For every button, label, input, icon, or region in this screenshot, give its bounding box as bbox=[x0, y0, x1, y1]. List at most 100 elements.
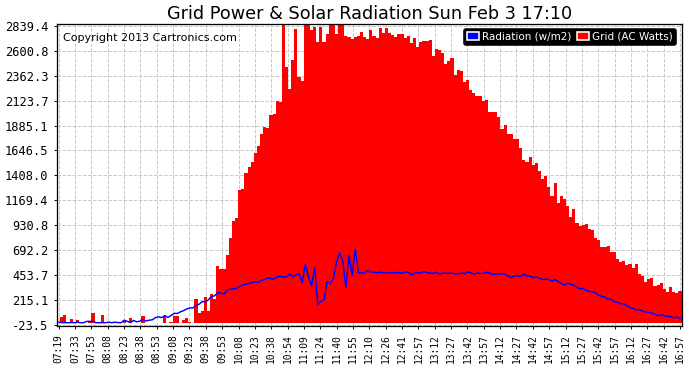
Bar bbox=[400, 34, 404, 323]
Bar bbox=[516, 139, 519, 323]
Bar bbox=[369, 30, 373, 323]
Bar bbox=[70, 319, 72, 323]
Bar bbox=[463, 82, 466, 323]
Bar bbox=[254, 153, 257, 323]
Bar bbox=[373, 36, 375, 323]
Bar bbox=[469, 90, 473, 323]
Bar bbox=[657, 285, 660, 323]
Bar bbox=[375, 38, 379, 323]
Bar bbox=[482, 101, 485, 323]
Bar bbox=[500, 129, 504, 323]
Bar bbox=[104, 322, 107, 323]
Bar bbox=[304, 20, 307, 323]
Legend: Radiation (w/m2), Grid (AC Watts): Radiation (w/m2), Grid (AC Watts) bbox=[464, 29, 676, 45]
Bar bbox=[328, 20, 332, 323]
Bar bbox=[560, 197, 563, 323]
Bar bbox=[313, 26, 316, 323]
Bar bbox=[260, 134, 263, 323]
Bar bbox=[631, 268, 635, 323]
Bar bbox=[394, 36, 397, 323]
Bar bbox=[176, 316, 179, 323]
Bar bbox=[594, 238, 598, 323]
Bar bbox=[397, 34, 400, 323]
Bar bbox=[660, 283, 663, 323]
Bar bbox=[63, 315, 66, 323]
Bar bbox=[241, 188, 244, 323]
Bar bbox=[422, 40, 426, 323]
Bar bbox=[591, 230, 594, 323]
Bar bbox=[248, 167, 250, 323]
Bar bbox=[76, 320, 79, 323]
Bar bbox=[635, 263, 638, 323]
Bar bbox=[604, 247, 607, 323]
Bar bbox=[441, 53, 444, 323]
Bar bbox=[301, 81, 304, 323]
Bar bbox=[525, 162, 529, 323]
Bar bbox=[213, 299, 217, 323]
Bar bbox=[238, 190, 242, 323]
Bar bbox=[541, 179, 544, 323]
Bar bbox=[170, 322, 172, 323]
Bar bbox=[185, 318, 188, 323]
Bar bbox=[110, 322, 113, 323]
Bar bbox=[288, 89, 291, 323]
Bar bbox=[613, 252, 616, 323]
Bar bbox=[569, 217, 572, 323]
Bar bbox=[129, 318, 132, 323]
Bar bbox=[250, 162, 254, 323]
Bar bbox=[282, 20, 285, 323]
Bar bbox=[616, 259, 619, 323]
Bar bbox=[460, 71, 463, 323]
Bar bbox=[607, 246, 610, 323]
Bar bbox=[366, 39, 369, 323]
Bar bbox=[360, 32, 363, 323]
Bar bbox=[588, 229, 591, 323]
Bar bbox=[275, 101, 279, 323]
Bar bbox=[379, 28, 382, 323]
Bar bbox=[219, 269, 223, 323]
Bar bbox=[644, 282, 647, 323]
Bar bbox=[95, 322, 98, 323]
Bar bbox=[622, 261, 625, 323]
Bar bbox=[553, 183, 557, 323]
Bar bbox=[244, 173, 248, 323]
Bar bbox=[91, 313, 95, 323]
Bar bbox=[354, 37, 357, 323]
Bar bbox=[672, 292, 676, 323]
Bar bbox=[638, 274, 641, 323]
Bar bbox=[475, 96, 479, 323]
Bar bbox=[413, 38, 416, 323]
Bar bbox=[210, 294, 213, 323]
Bar bbox=[273, 114, 275, 323]
Bar bbox=[519, 148, 522, 323]
Bar bbox=[647, 279, 650, 323]
Bar bbox=[363, 36, 366, 323]
Bar bbox=[485, 100, 488, 323]
Bar bbox=[263, 127, 266, 323]
Bar bbox=[310, 30, 313, 323]
Bar bbox=[229, 238, 232, 323]
Bar bbox=[226, 255, 229, 323]
Bar bbox=[197, 313, 201, 323]
Bar bbox=[619, 262, 622, 323]
Bar bbox=[538, 171, 541, 323]
Bar bbox=[551, 197, 553, 323]
Bar bbox=[307, 20, 310, 323]
Bar bbox=[438, 50, 441, 323]
Bar bbox=[457, 70, 460, 323]
Bar bbox=[598, 240, 600, 323]
Bar bbox=[410, 43, 413, 323]
Bar bbox=[232, 221, 235, 323]
Bar bbox=[432, 56, 435, 323]
Bar bbox=[201, 311, 204, 323]
Bar bbox=[285, 67, 288, 323]
Bar bbox=[60, 316, 63, 323]
Bar bbox=[629, 264, 631, 323]
Bar bbox=[344, 36, 348, 323]
Bar bbox=[295, 29, 297, 323]
Bar bbox=[678, 291, 682, 323]
Bar bbox=[269, 115, 273, 323]
Bar bbox=[291, 60, 295, 323]
Bar bbox=[584, 224, 588, 323]
Bar bbox=[257, 146, 260, 323]
